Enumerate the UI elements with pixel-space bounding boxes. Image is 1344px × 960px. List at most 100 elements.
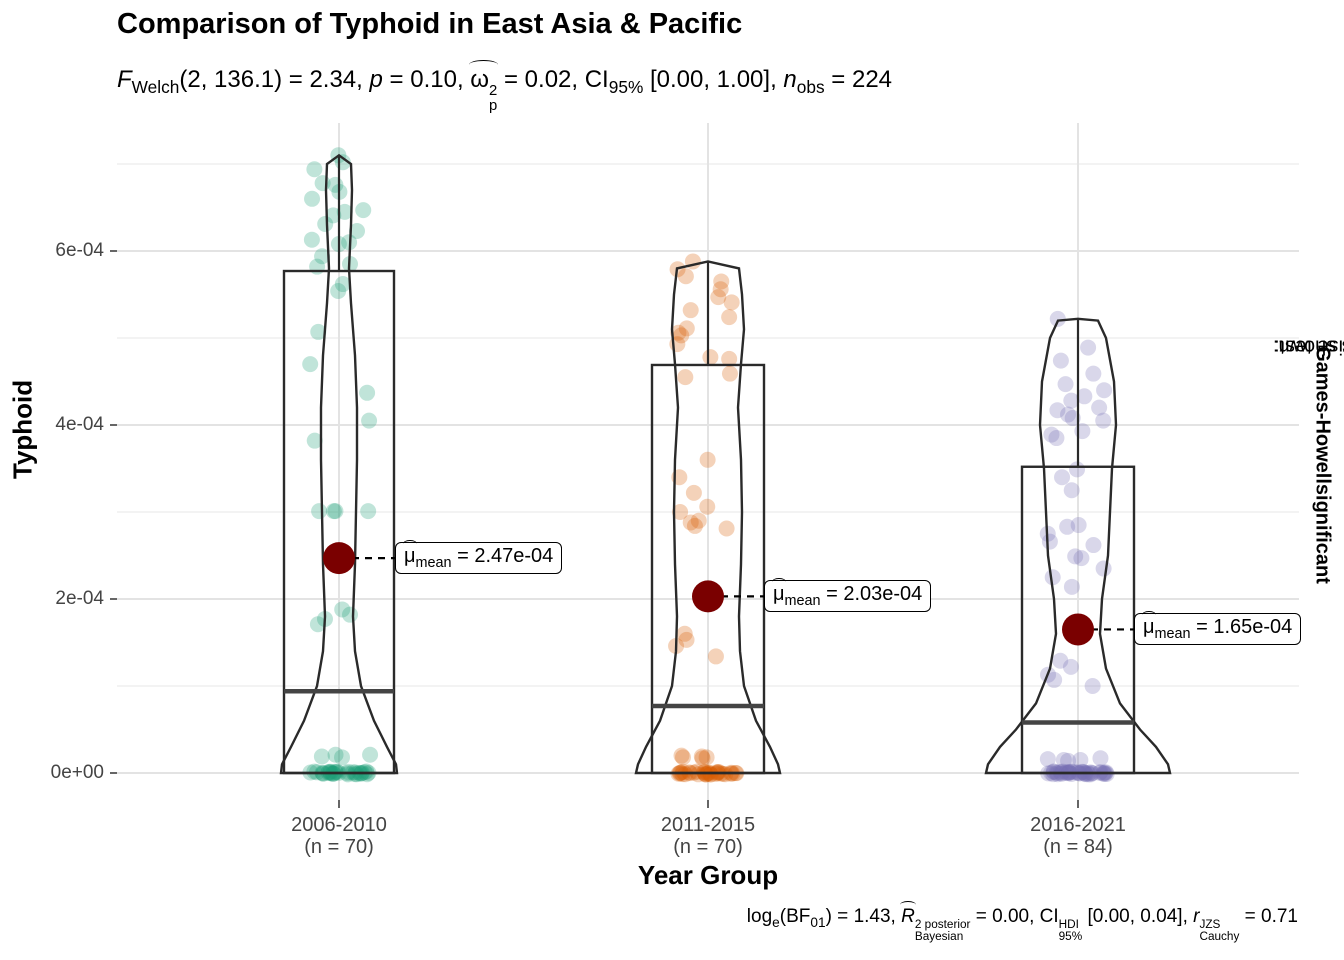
data-point <box>1095 412 1112 429</box>
data-point <box>1049 310 1066 327</box>
data-point <box>325 207 342 224</box>
mean-label: μmean = 2.47e-04 <box>395 540 563 575</box>
data-point <box>1064 763 1081 780</box>
y-axis-label: Typhoid <box>7 379 38 479</box>
data-point <box>1062 658 1079 675</box>
data-point <box>1060 406 1077 423</box>
data-point <box>710 289 727 306</box>
data-point <box>1072 751 1089 768</box>
data-point <box>1055 751 1072 768</box>
data-point <box>1082 766 1099 783</box>
data-point <box>677 268 694 285</box>
x-tick-n: (n = 70) <box>673 836 743 858</box>
data-point <box>355 202 372 219</box>
data-point <box>1073 550 1090 567</box>
data-point <box>1039 751 1056 768</box>
data-point <box>1070 517 1087 534</box>
data-point <box>694 750 711 767</box>
data-point <box>1085 537 1102 554</box>
data-point <box>1076 388 1093 405</box>
data-point <box>1095 560 1112 577</box>
data-point <box>310 323 327 340</box>
x-tick-n: (n = 70) <box>304 836 374 858</box>
data-point <box>1064 410 1081 427</box>
data-point <box>1059 518 1076 535</box>
data-point <box>1063 482 1080 499</box>
data-point <box>1041 533 1058 550</box>
data-point <box>698 766 715 783</box>
x-tick-category: 2006-2010 <box>291 814 387 836</box>
x-tick-label: 2006-2010 (n = 70) <box>291 814 387 858</box>
data-point <box>349 222 366 239</box>
data-point <box>1092 750 1109 767</box>
data-point <box>723 294 740 311</box>
violin-outline <box>279 153 399 775</box>
data-point <box>678 631 695 648</box>
caption-bf: 1.43 <box>853 906 891 927</box>
data-point <box>699 451 716 468</box>
data-point <box>696 763 713 780</box>
data-point <box>1045 763 1062 780</box>
caption-r: 0.71 <box>1261 906 1298 927</box>
data-point <box>702 766 719 783</box>
data-point <box>672 504 689 520</box>
data-point <box>1069 461 1086 478</box>
data-point <box>673 327 690 344</box>
x-axis-label: Year Group <box>637 860 779 890</box>
data-point <box>1054 469 1071 486</box>
data-point <box>718 520 735 537</box>
data-point <box>686 517 703 534</box>
data-point <box>1063 763 1080 780</box>
x-tick-label: 2016-2021 (n = 84) <box>1030 814 1126 858</box>
data-point <box>1044 569 1061 586</box>
data-point <box>1052 352 1069 369</box>
data-point <box>682 514 699 531</box>
data-point <box>1048 430 1065 447</box>
subtitle-stat: 2.34 <box>309 66 357 93</box>
violin-outline <box>984 317 1172 775</box>
mean-value: 2.03e-04 <box>843 583 923 606</box>
data-point <box>1084 678 1101 694</box>
mean-marker <box>692 580 724 613</box>
data-point <box>322 763 339 780</box>
data-point <box>1052 652 1069 669</box>
data-point <box>688 763 705 780</box>
data-point <box>1043 426 1060 443</box>
mean-marker <box>1062 613 1094 646</box>
subtitle-df: 2, 136.1 <box>187 66 275 93</box>
data-point <box>1080 339 1097 356</box>
data-point <box>693 748 710 765</box>
data-point <box>325 503 342 520</box>
x-tick-label: 2011-2015 (n = 70) <box>661 814 755 858</box>
data-point <box>327 746 344 763</box>
subtitle-nobs: 224 <box>851 66 893 93</box>
mean-label: μmean = 2.03e-04 <box>764 578 932 613</box>
data-point <box>685 484 702 501</box>
data-point <box>358 763 375 780</box>
data-point <box>359 384 376 401</box>
data-point <box>717 766 734 783</box>
data-point <box>674 749 691 766</box>
data-point <box>327 503 344 520</box>
data-point <box>1049 402 1066 419</box>
data-point <box>673 747 690 764</box>
data-point <box>690 512 707 529</box>
data-point <box>678 320 695 337</box>
data-point <box>1046 671 1063 688</box>
caption-r2: 0.00 <box>992 906 1030 927</box>
violin-outline <box>634 260 782 775</box>
data-point <box>360 503 377 520</box>
data-point <box>713 273 730 290</box>
data-point <box>1054 763 1071 780</box>
data-point <box>682 302 699 319</box>
subtitle-p: 0.10 <box>410 66 457 93</box>
data-point <box>359 766 376 783</box>
data-point <box>306 763 323 780</box>
data-point <box>311 503 328 520</box>
x-tick-category: 2016-2021 <box>1030 814 1126 836</box>
data-point <box>1049 766 1066 783</box>
mean-label: μmean = 1.65e-04 <box>1134 611 1302 646</box>
data-point <box>334 601 351 618</box>
